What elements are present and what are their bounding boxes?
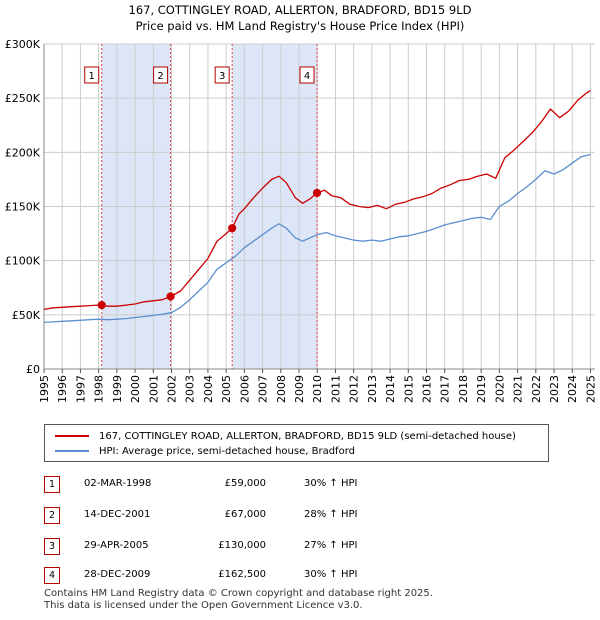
y-tick-label: £150K — [5, 201, 41, 214]
sale-number-badge: 1 — [44, 476, 60, 493]
legend-item-hpi: HPI: Average price, semi-detached house,… — [55, 444, 355, 458]
sale-date: 14-DEC-2001 — [84, 509, 151, 520]
x-tick-label: 2020 — [493, 375, 506, 403]
sale-number-box — [299, 66, 315, 84]
sale-number-box — [214, 66, 230, 84]
y-tick-label: £100K — [5, 255, 41, 268]
x-tick-label: 2018 — [457, 375, 470, 403]
sale-date: 02-MAR-1998 — [84, 478, 152, 489]
x-tick-label: 2010 — [311, 375, 324, 403]
y-tick-label: £250K — [5, 92, 41, 105]
legend-item-price: 167, COTTINGLEY ROAD, ALLERTON, BRADFORD… — [55, 429, 516, 443]
sale-number-badge: 3 — [44, 538, 60, 555]
sale-number-box — [84, 66, 100, 84]
x-tick-label: 2009 — [293, 375, 306, 403]
sale-number-badge: 2 — [44, 507, 60, 524]
x-tick-label: 2000 — [129, 375, 142, 403]
x-tick-label: 2015 — [402, 375, 415, 403]
x-tick-label: 1999 — [111, 375, 124, 403]
sale-point — [166, 292, 175, 301]
x-tick-label: 2002 — [166, 375, 179, 403]
x-tick-label: 2013 — [366, 375, 379, 403]
y-tick-label: £50K — [12, 309, 41, 322]
x-tick-label: 2004 — [202, 375, 215, 403]
sale-date: 29-APR-2005 — [84, 540, 149, 551]
sale-price: £59,000 — [224, 478, 266, 489]
x-tick-label: 1998 — [93, 375, 106, 403]
sale-price: £130,000 — [218, 540, 266, 551]
sale-number-label: 2 — [157, 71, 163, 82]
legend-swatch-price — [55, 435, 89, 437]
price-series-line — [43, 90, 591, 311]
x-tick-label: 2017 — [439, 375, 452, 403]
x-tick-label: 2021 — [512, 375, 525, 403]
sale-point — [97, 300, 106, 310]
x-tick-label: 1996 — [56, 375, 69, 403]
x-tick-label: 2019 — [475, 375, 488, 403]
sale-price: £162,500 — [218, 569, 266, 580]
x-tick-label: 2023 — [548, 375, 561, 403]
table-row: 2 14-DEC-2001 £67,000 28% ↑ HPI — [0, 507, 600, 527]
x-tick-label: 1995 — [38, 375, 51, 403]
sale-number-label: 3 — [219, 71, 225, 82]
chart-title: 167, COTTINGLEY ROAD, ALLERTON, BRADFORD… — [128, 3, 472, 17]
table-row: 4 28-DEC-2009 £162,500 30% ↑ HPI — [0, 567, 600, 587]
table-row: 1 02-MAR-1998 £59,000 30% ↑ HPI — [0, 476, 600, 496]
x-tick-label: 2006 — [238, 375, 251, 403]
price-chart: £0 £50K £100K £150K £200K £250K £300K 1995 1996 1… — [5, 38, 598, 403]
y-tick-label: £300K — [5, 38, 41, 51]
footer-copyright: Contains HM Land Registry data © Crown c… — [44, 588, 433, 599]
x-tick-label: 2011 — [329, 375, 342, 403]
legend-label-price: 167, COTTINGLEY ROAD, ALLERTON, BRADFORD… — [99, 430, 516, 442]
table-row: 3 29-APR-2005 £130,000 27% ↑ HPI — [0, 538, 600, 558]
sale-hpi-diff: 28% ↑ HPI — [304, 509, 358, 520]
x-tick-label: 2008 — [275, 375, 288, 403]
sale-date: 28-DEC-2009 — [84, 569, 151, 580]
legend-swatch-hpi — [55, 450, 89, 452]
sale-hpi-diff: 30% ↑ HPI — [304, 569, 358, 580]
x-tick-label: 2001 — [147, 375, 160, 403]
y-tick-label: £200K — [5, 146, 41, 159]
footer-licence: This data is licensed under the Open Gov… — [44, 600, 363, 611]
x-tick-label: 2025 — [584, 375, 597, 403]
x-tick-label: 2016 — [421, 375, 434, 403]
chart-subtitle: Price paid vs. HM Land Registry's House … — [135, 19, 465, 33]
hpi-series-line — [43, 153, 591, 324]
sale-number-badge: 4 — [44, 567, 60, 584]
chart-legend: 167, COTTINGLEY ROAD, ALLERTON, BRADFORD… — [44, 424, 549, 462]
x-tick-label: 2012 — [348, 375, 361, 403]
x-tick-label: 2014 — [384, 375, 397, 403]
sale-point — [228, 224, 237, 233]
y-tick-label: £0 — [26, 363, 40, 376]
legend-label-hpi: HPI: Average price, semi-detached house,… — [99, 445, 355, 457]
sale-point — [312, 188, 322, 198]
sale-number-box — [153, 66, 169, 84]
x-tick-label: 1997 — [74, 375, 87, 403]
sale-hpi-diff: 27% ↑ HPI — [304, 540, 358, 551]
sale-number-label: 1 — [89, 71, 95, 82]
sale-hpi-diff: 30% ↑ HPI — [304, 478, 358, 489]
x-tick-label: 2024 — [566, 375, 579, 403]
x-tick-label: 2005 — [220, 375, 233, 403]
x-tick-label: 2022 — [530, 375, 543, 403]
x-tick-label: 2003 — [184, 375, 197, 403]
x-tick-label: 2007 — [257, 375, 270, 403]
sale-price: £67,000 — [224, 509, 266, 520]
sale-number-label: 4 — [304, 71, 310, 82]
